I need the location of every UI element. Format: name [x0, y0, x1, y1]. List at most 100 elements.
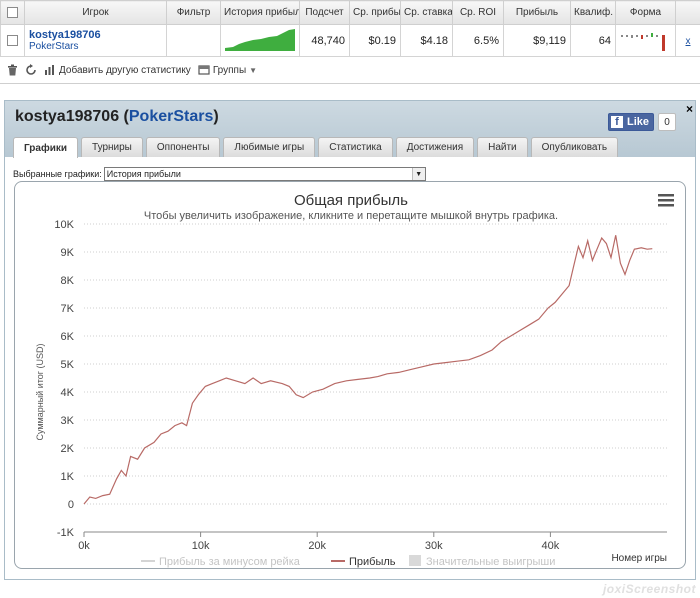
count-cell: 48,740 — [299, 24, 350, 57]
col-header-avg-roi[interactable]: Ср. ROI — [452, 0, 504, 25]
tab-tournaments[interactable]: Турниры — [81, 137, 143, 157]
y-tick-label: 5K — [61, 359, 75, 371]
player-site-link[interactable]: PokerStars — [29, 40, 79, 52]
y-tick-label: 2K — [61, 443, 75, 455]
y-tick-label: 6K — [61, 331, 75, 343]
legend-label-big-wins: Значительные выигрыши — [426, 556, 555, 568]
legend-item-profit[interactable]: Прибыль — [331, 556, 396, 568]
remove-row-link[interactable]: x — [685, 35, 691, 47]
selected-graphs-label: Выбранные графики: — [13, 169, 102, 179]
remove-cell: x — [675, 24, 700, 57]
selected-graphs-row: Выбранные графики: История прибыли ▼ — [13, 167, 426, 181]
avg-profit-cell: $0.19 — [349, 24, 401, 57]
stats-table: Игрок Фильтр История прибыли Подсчет Ср.… — [0, 0, 700, 57]
profit-chart[interactable]: -1K 0 1K 2K 3K 4K 5K 6K 7K 8K 9K 10K 0k 10k 20k 30k 40k … — [14, 181, 686, 569]
x-tick-label: 30k — [425, 540, 443, 552]
qualification-cell: 64 — [570, 24, 616, 57]
add-statistic-label: Добавить другую статистику — [59, 64, 191, 76]
panel-site-link[interactable]: PokerStars — [128, 108, 214, 125]
hamburger-menu-icon-bar — [658, 199, 674, 202]
x-tick-label: 10k — [192, 540, 210, 552]
panel-title-paren-close: ) — [213, 108, 219, 125]
facebook-like-label: Like — [627, 116, 650, 128]
profit-cell: $9,119 — [503, 24, 571, 57]
col-header-qualification[interactable]: Квалиф. — [570, 0, 616, 25]
row-checkbox[interactable] — [7, 35, 18, 47]
groups-icon — [198, 64, 210, 76]
form-cell — [615, 24, 676, 57]
trash-icon[interactable] — [6, 64, 18, 76]
facebook-like-widget: f Like 0 — [608, 113, 677, 131]
select-all-checkbox[interactable] — [7, 6, 18, 18]
close-panel-button[interactable]: × — [685, 102, 693, 116]
chevron-down-icon: ▼ — [411, 168, 425, 180]
stats-toolbar: Добавить другую статистику Группы ▼ — [0, 59, 700, 81]
selected-graph-value: История прибыли — [106, 169, 181, 179]
profit-history-sparkline[interactable] — [225, 27, 295, 51]
y-tick-label: 9K — [61, 247, 75, 259]
selected-graphs-select[interactable]: История прибыли ▼ — [103, 167, 426, 181]
facebook-like-count: 0 — [658, 113, 677, 131]
profit-history-sparkline-cell[interactable] — [220, 24, 300, 57]
legend-item-big-wins[interactable]: Значительные выигрыши — [409, 555, 555, 568]
table-row: kostya198706 PokerStars 48,740 $0.19 $4.… — [0, 24, 700, 57]
x-tick-label: 20k — [308, 540, 326, 552]
y-tick-label: 8K — [61, 275, 75, 287]
col-header-form[interactable]: Форма — [615, 0, 676, 25]
player-panel: kostya198706 (PokerStars) × f Like 0 Гра… — [4, 100, 696, 580]
col-header-player[interactable]: Игрок — [24, 0, 167, 25]
col-header-count[interactable]: Подсчет — [299, 0, 350, 25]
legend-label-net-profit: Прибыль за минусом рейка — [159, 556, 301, 568]
tab-favorite-games[interactable]: Любимые игры — [223, 137, 316, 157]
x-axis-label: Номер игры — [611, 553, 667, 564]
chevron-down-icon: ▼ — [249, 65, 258, 75]
avg-stake-cell: $4.18 — [400, 24, 453, 57]
tab-achievements[interactable]: Достижения — [395, 137, 475, 157]
panel-title: kostya198706 (PokerStars) — [15, 108, 219, 126]
form-sparkline — [621, 32, 665, 51]
tab-find[interactable]: Найти — [477, 137, 528, 157]
facebook-icon: f — [611, 116, 623, 128]
y-tick-label: 7K — [61, 303, 75, 315]
panel-player-name: kostya198706 — [15, 108, 120, 125]
groups-dropdown[interactable]: Группы ▼ — [198, 64, 257, 76]
col-header-avg-profit[interactable]: Ср. прибыль — [349, 0, 401, 25]
chart-menu-button[interactable] — [658, 194, 674, 207]
filter-cell — [166, 24, 221, 57]
y-tick-label: 1K — [61, 471, 75, 483]
panel-tabs: Графики Турниры Оппоненты Любимые игры С… — [13, 137, 619, 158]
tab-graphs[interactable]: Графики — [13, 137, 79, 158]
player-panel-header: kostya198706 (PokerStars) × f Like 0 Гра… — [5, 101, 695, 158]
tab-opponents[interactable]: Оппоненты — [145, 137, 221, 157]
player-name-link[interactable]: kostya198706 — [29, 28, 101, 41]
add-statistic-button[interactable]: Добавить другую статистику — [44, 64, 191, 76]
chart-title: Общая прибыль — [294, 192, 408, 209]
y-tick-label: -1K — [57, 527, 75, 539]
row-checkbox-cell[interactable] — [0, 24, 25, 57]
col-header-remove — [675, 0, 700, 25]
player-cell: kostya198706 PokerStars — [24, 24, 167, 57]
hamburger-menu-icon — [658, 194, 674, 197]
y-tick-label: 4K — [61, 387, 75, 399]
tab-publish[interactable]: Опубликовать — [530, 137, 619, 157]
add-statistic-icon — [44, 64, 56, 76]
col-header-profit-history[interactable]: История прибыли — [220, 0, 300, 25]
x-tick-label: 0k — [78, 540, 90, 552]
col-header-profit[interactable]: Прибыль — [503, 0, 571, 25]
select-all-checkbox-cell[interactable] — [0, 0, 25, 25]
watermark: joxiScreenshot — [602, 582, 696, 596]
facebook-like-button[interactable]: f Like — [608, 113, 655, 131]
y-tick-label: 10K — [54, 219, 74, 231]
stats-panel: Игрок Фильтр История прибыли Подсчет Ср.… — [0, 0, 700, 84]
chart-legend: Прибыль за минусом рейка Прибыль Значите… — [141, 555, 555, 568]
col-header-avg-stake[interactable]: Ср. ставка — [400, 0, 453, 25]
refresh-icon[interactable] — [25, 64, 37, 76]
chart-subtitle: Чтобы увеличить изображение, кликните и … — [144, 210, 558, 222]
legend-item-net-profit[interactable]: Прибыль за минусом рейка — [141, 556, 301, 568]
avg-roi-cell: 6.5% — [452, 24, 504, 57]
panel-title-paren-open: ( — [119, 108, 129, 125]
col-header-filter[interactable]: Фильтр — [166, 0, 221, 25]
tab-statistics[interactable]: Статистика — [318, 137, 393, 157]
x-tick-label: 40k — [542, 540, 560, 552]
